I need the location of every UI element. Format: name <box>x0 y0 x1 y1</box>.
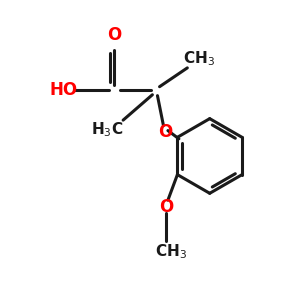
Text: CH$_3$: CH$_3$ <box>155 242 187 261</box>
Text: O: O <box>158 123 172 141</box>
Text: H$_3$C: H$_3$C <box>91 120 123 139</box>
Text: CH$_3$: CH$_3$ <box>183 50 215 68</box>
Text: O: O <box>107 26 121 44</box>
Text: O: O <box>159 198 173 216</box>
Text: HO: HO <box>49 81 77 99</box>
